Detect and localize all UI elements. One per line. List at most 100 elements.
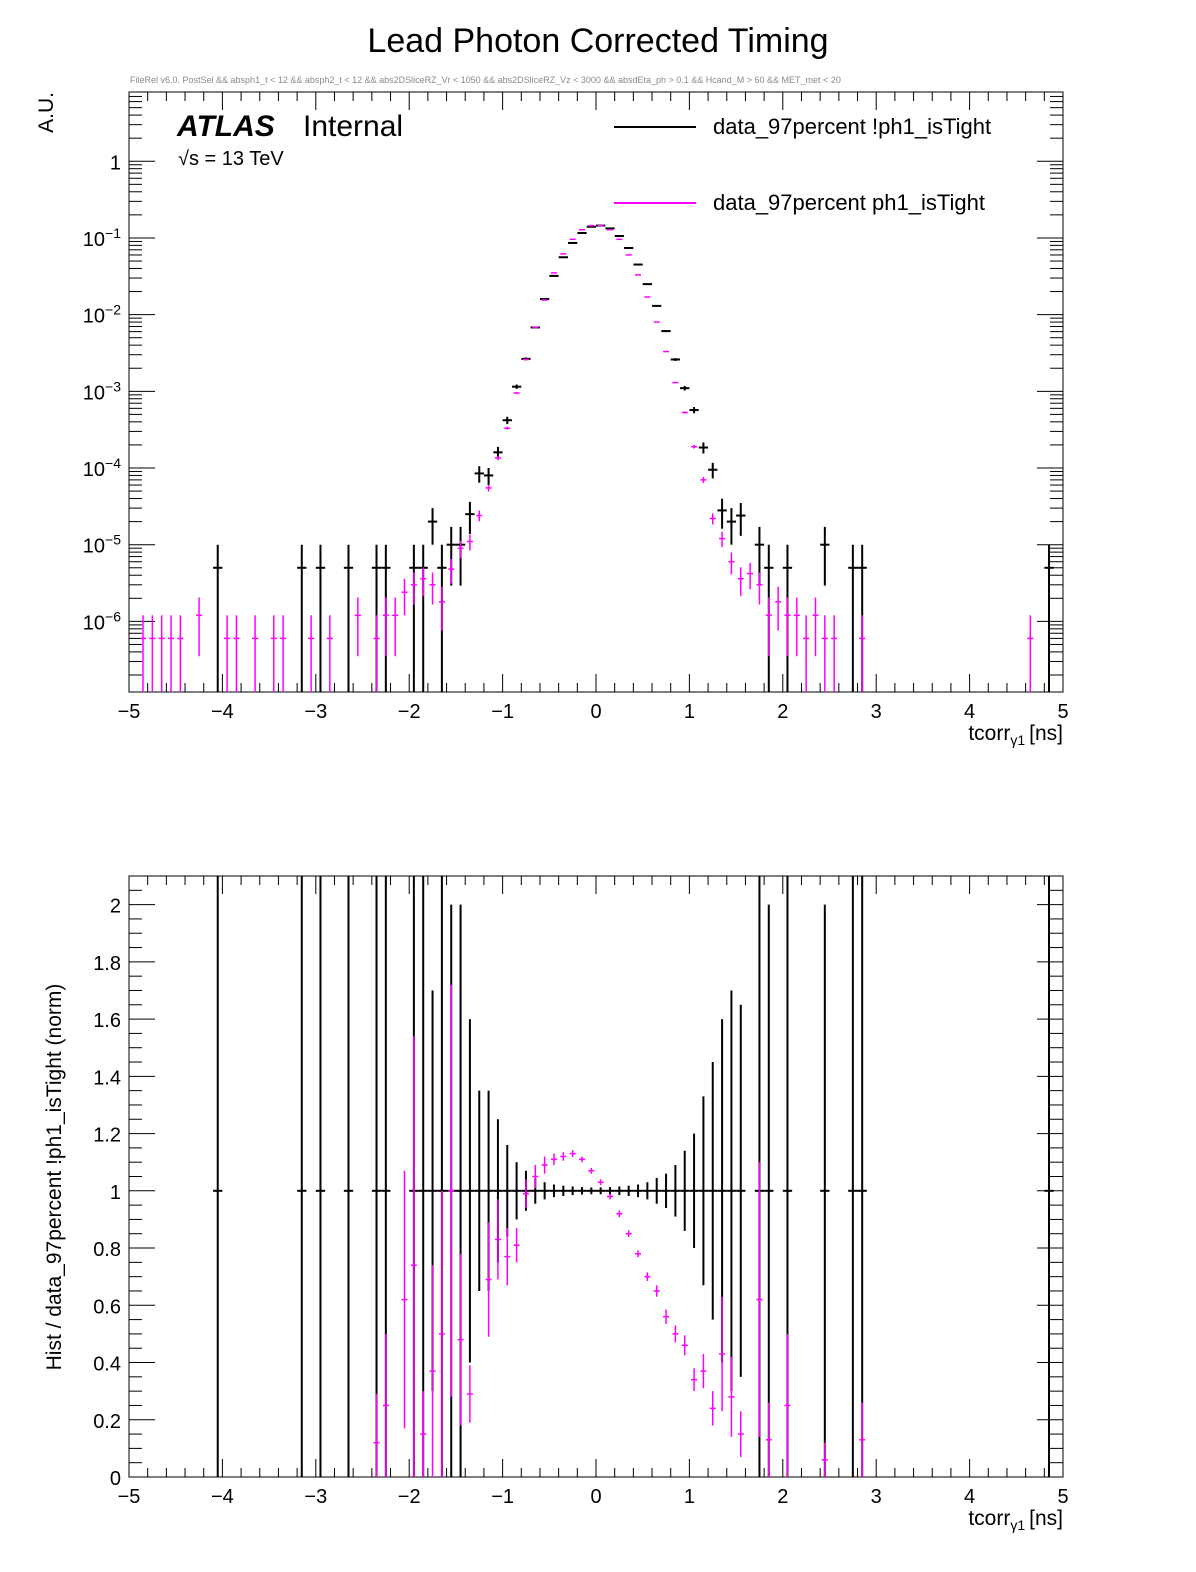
top-point-magenta <box>1027 615 1034 692</box>
atlas-label: ATLAS <box>176 110 275 143</box>
bottom-point-magenta <box>485 1222 492 1337</box>
top-point-black <box>1044 544 1054 692</box>
bottom-point-black <box>577 1187 587 1195</box>
bottom-point-black <box>502 1145 512 1237</box>
bottom-x-tick-label: −2 <box>398 1486 421 1508</box>
bottom-point-black <box>558 1185 568 1196</box>
bottom-point-magenta <box>494 1199 501 1280</box>
top-point-magenta <box>476 510 483 522</box>
bottom-point-magenta <box>728 1356 735 1437</box>
bottom-y-tick-label: 0.8 <box>93 1239 121 1261</box>
top-point-black <box>708 462 718 479</box>
top-point-magenta <box>196 597 203 657</box>
bottom-x-tick-label: 4 <box>964 1486 975 1508</box>
top-point-black <box>315 544 326 692</box>
top-point-black <box>698 442 709 454</box>
top-point-black <box>717 498 727 529</box>
bottom-plot-frame <box>128 875 1064 1478</box>
top-point-black <box>670 358 681 361</box>
bottom-point-magenta <box>588 1167 595 1174</box>
bottom-x-tick-label: −4 <box>211 1486 234 1508</box>
top-point-magenta <box>765 597 772 657</box>
top-point-magenta <box>513 392 520 394</box>
top-point-black <box>848 544 858 692</box>
bottom-point-black <box>549 1184 559 1198</box>
top-point-magenta <box>691 444 698 449</box>
top-point-black <box>661 330 671 333</box>
top-point-magenta <box>466 534 473 551</box>
top-panel: 1 10−1 10−2 10−3 10−4 10−5 10−6 −5 −4 −3 −2 −1 0 1 2 3 4… <box>35 91 1069 748</box>
bottom-point-magenta <box>681 1335 688 1356</box>
top-point-black <box>624 246 634 249</box>
energy-label: √s = 13 TeV <box>178 148 284 170</box>
top-point-magenta <box>420 567 427 597</box>
bottom-point-magenta <box>821 1442 828 1477</box>
bottom-y-tick-label: 1 <box>110 1182 121 1204</box>
top-point-black <box>549 274 559 277</box>
top-point-magenta <box>392 597 399 657</box>
top-point-magenta <box>672 381 679 384</box>
bottom-x-tick-label: −5 <box>118 1486 141 1508</box>
bottom-point-black <box>297 876 307 1477</box>
top-point-magenta <box>821 615 828 692</box>
bottom-point-magenta <box>382 1333 389 1477</box>
bottom-y-tick-label: 2 <box>110 896 121 918</box>
bottom-point-magenta <box>719 1296 726 1412</box>
top-point-magenta <box>382 597 389 657</box>
top-point-black <box>483 468 494 486</box>
bottom-x-tick-label: 0 <box>590 1486 601 1508</box>
bottom-point-magenta <box>373 1394 380 1477</box>
bottom-point-black <box>670 1165 681 1217</box>
bottom-point-black <box>848 876 858 1477</box>
top-point-magenta <box>448 559 455 584</box>
bottom-point-black <box>596 1187 606 1195</box>
top-point-magenta <box>719 531 726 548</box>
bottom-x-tick-label: −3 <box>304 1486 327 1508</box>
bottom-point-magenta <box>532 1165 539 1188</box>
bottom-point-magenta <box>709 1391 716 1426</box>
bottom-y-axis-label: Hist / data_97percent !ph1_isTight (norm… <box>43 984 66 1371</box>
top-point-magenta <box>747 562 754 590</box>
legend-entry-magenta: data_97percent ph1_isTight <box>713 190 985 215</box>
bottom-point-magenta <box>616 1210 623 1218</box>
bottom-point-black <box>474 1090 484 1291</box>
bottom-point-black <box>726 990 737 1392</box>
top-point-magenta <box>224 615 231 692</box>
bottom-point-black <box>539 1182 550 1200</box>
bottom-point-magenta <box>410 1036 417 1477</box>
bottom-y-tick-label: 0.6 <box>93 1296 121 1318</box>
bottom-point-magenta <box>644 1272 651 1281</box>
top-point-magenta <box>812 597 819 657</box>
bottom-point-magenta <box>672 1325 679 1343</box>
top-point-black <box>568 241 578 244</box>
top-y-axis-label: A.U. <box>35 92 58 133</box>
top-x-tick-label: 4 <box>964 701 975 723</box>
bottom-point-black <box>652 1177 662 1204</box>
top-point-magenta <box>859 615 866 692</box>
top-point-magenta <box>149 615 156 692</box>
bottom-point-magenta <box>466 1365 473 1423</box>
bottom-point-magenta <box>522 1179 529 1208</box>
top-point-magenta <box>233 615 240 692</box>
top-point-black <box>558 256 568 259</box>
top-x-tick-label: 1 <box>684 701 695 723</box>
top-point-magenta <box>140 615 147 692</box>
top-point-black <box>213 544 223 692</box>
top-point-magenta <box>280 615 287 692</box>
bottom-point-black <box>820 904 830 1477</box>
bottom-point-black <box>1044 876 1054 1477</box>
bottom-point-magenta <box>737 1411 744 1457</box>
bottom-point-magenta <box>420 1391 427 1477</box>
top-point-magenta <box>270 615 277 692</box>
bottom-point-magenta <box>541 1156 548 1174</box>
bottom-point-black <box>680 1150 690 1231</box>
bottom-point-magenta <box>401 1170 408 1429</box>
legend-entry-black: data_97percent !ph1_isTight <box>713 114 991 139</box>
top-point-black <box>418 544 428 692</box>
bottom-point-black <box>857 876 867 1477</box>
bottom-point-magenta <box>429 1265 436 1477</box>
top-point-magenta <box>354 597 361 657</box>
bottom-x-axis-label: tcorrγ1 [ns] <box>968 1507 1063 1533</box>
top-plot-frame <box>128 91 1064 693</box>
bottom-point-magenta <box>607 1193 614 1200</box>
